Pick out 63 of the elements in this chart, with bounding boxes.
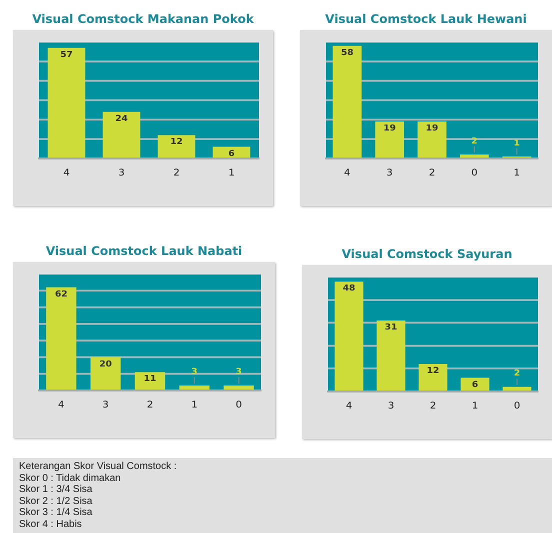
bar [212,146,250,158]
data-label: 12 [426,366,440,376]
data-label: 20 [99,360,112,370]
data-label: 6 [228,149,235,159]
data-label: 57 [60,50,73,60]
chart-title: Visual Comstock Makanan Pokok [31,11,255,28]
x-tick-label: 3 [388,400,394,412]
bar [179,385,210,390]
data-label: 6 [472,380,478,390]
bar [48,48,86,158]
data-label: 2 [514,368,520,379]
bar [460,378,490,391]
x-tick-label: 4 [58,400,64,410]
text: Keterangan Skor Visual Comstock : [19,461,178,472]
bar [418,122,446,158]
x-tick-label: 4 [346,400,352,412]
data-label: 12 [170,138,183,148]
data-label: 1 [514,138,520,148]
bar [418,364,448,391]
data-label: 19 [383,124,396,134]
x-tick-label: 0 [514,400,520,412]
bar [460,154,489,158]
chart-title: Visual Comstock Lauk Hewani [324,11,528,28]
x-tick-label: 3 [118,168,125,178]
chart-title: Visual Comstock Sayuran [340,246,514,263]
chart-title: Visual Comstock Lauk Nabati [44,243,244,260]
x-tick-label: 0 [471,168,478,178]
bar [502,386,532,391]
x-tick-label: 2 [430,400,436,412]
x-tick-label: 2 [428,168,436,178]
text: Skor 0 : Tidak dimakan [19,472,122,484]
text: Skor 3 : 1/4 Sisa [19,507,94,518]
x-tick-label: 1 [472,400,478,412]
text: Skor 2 : 1/2 Sisa [19,496,94,507]
data-label: 19 [426,124,438,134]
bar [134,372,166,390]
bar [102,112,140,158]
data-label: 24 [115,114,128,124]
bar [332,46,362,158]
data-label: 58 [340,48,354,58]
text: Skor 1 : 3/4 Sisa [19,484,94,496]
bar [46,287,76,390]
x-tick-label: 1 [228,168,235,178]
data-label: 31 [384,322,398,332]
bar [334,282,364,391]
data-label: 11 [144,374,156,384]
bar [375,122,404,158]
data-label: 62 [54,290,68,300]
bar [224,385,254,390]
x-tick-label: 2 [173,168,180,178]
data-label: 48 [342,284,356,294]
x-tick-label: 1 [191,400,198,410]
x-tick-label: 3 [386,168,393,178]
x-tick-label: 0 [236,400,242,410]
bar [90,357,121,390]
x-tick-label: 2 [146,400,154,410]
bar [376,320,406,391]
bar [158,135,196,158]
x-tick-label: 1 [514,168,520,178]
x-tick-label: 4 [344,168,350,178]
x-tick-label: 3 [102,400,109,410]
text: Skor 4 : Habis [19,518,83,530]
x-tick-label: 4 [63,168,70,178]
